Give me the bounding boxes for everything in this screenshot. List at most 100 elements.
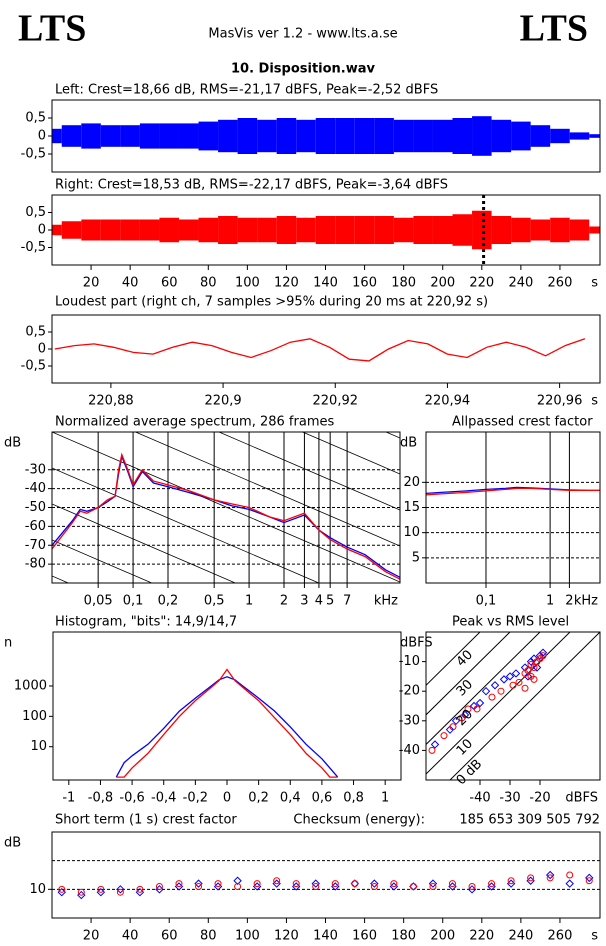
wave-segment [159,217,179,243]
x-tick-label: 100 [235,929,260,944]
panel-frame [425,431,601,584]
wave-segment [432,119,453,153]
x-tick-label: 220,94 [425,394,471,409]
point [370,879,379,888]
series-line [426,487,600,496]
x-tick-label: 20 [83,276,100,291]
x-tick-label: 1 [245,594,253,609]
x-tick-label: 3 [300,594,308,609]
x-unit: s [591,394,598,409]
wave-segment [452,214,473,246]
y-unit: dBFS [400,636,433,651]
wave-segment [589,134,600,138]
y-tick-label: 0 [38,342,46,357]
y-tick-label: 1000 [14,678,47,693]
point [445,725,455,734]
wave-segment [413,216,433,244]
point [58,885,66,893]
point [409,882,417,890]
point [253,880,261,888]
point [429,882,437,890]
x-tick-label: 180 [391,929,416,944]
plot-area [52,432,400,583]
wave-segment [52,128,62,144]
x-unit: s [591,929,598,944]
panel-frame [51,194,601,266]
point [175,880,183,888]
x-tick-label: 160 [352,276,377,291]
diagonal-line [426,632,511,716]
x-tick-label: 60 [161,276,178,291]
plot-area [426,632,600,780]
x-tick-label: 0,2 [248,791,269,806]
wave-segment [569,132,590,140]
x-tick-label: 140 [313,276,338,291]
slope-line [134,432,400,547]
x-tick-label: -20 [529,791,550,806]
wave-segment [354,216,375,244]
wave-segment [511,121,531,151]
x-tick-label: 80 [200,929,217,944]
x-tick-label: 60 [161,929,178,944]
y-tick-label: 15 [403,500,420,515]
x-tick-label: 2 [565,594,573,609]
diagonal-label: 40 [454,648,476,670]
y-tick-label: 0,5 [25,111,46,126]
wave-segment [511,217,531,243]
point [585,873,594,883]
wave-segment [374,118,394,154]
point [311,879,320,888]
point [527,672,535,680]
point [565,879,574,888]
point [451,716,461,726]
y-tick-label: 10 [30,739,47,754]
point [195,882,203,890]
diagonal-line [426,632,481,686]
diagonal-label: 30 [454,677,476,699]
x-tick-label: 140 [313,929,338,944]
point [468,882,476,890]
x-tick-label: 160 [352,929,377,944]
series-line [52,452,400,580]
point [539,652,547,660]
y-tick-label: -60 [25,519,46,534]
wave-segment [589,226,600,234]
x-tick-label: -0,2 [183,791,208,806]
wave-segment [315,216,336,244]
point [507,877,515,885]
wave-segment [354,118,375,154]
x-tick-label: 200 [430,276,455,291]
wave-segment [276,216,297,244]
x-tick-label: 120 [274,929,299,944]
plot-area [426,432,600,583]
x-tick-label: 200 [430,929,455,944]
wave-segment [218,216,238,244]
x-tick-label: 1 [381,791,389,806]
point [116,885,125,894]
y-tick-label: -50 [25,500,46,515]
x-unit: kHz [574,594,598,609]
wave-segment [198,121,219,151]
panel-title: Allpassed crest factor [452,415,593,430]
y-tick-label: -0,5 [21,359,46,374]
wave-segment [315,118,336,154]
series-line [54,338,586,362]
x-tick-label: -30 [499,791,520,806]
wave-segment [139,219,160,241]
x-tick-label: 0,5 [204,594,225,609]
panel-frame [52,631,402,781]
x-tick-label: 40 [122,276,139,291]
point [523,672,533,681]
logo-right: LTS [520,8,588,50]
point [532,663,542,672]
y-tick-label: -40 [399,743,420,758]
panel-title: Short term (1 s) crest factor [55,813,237,828]
point [585,877,593,885]
x-unit: s [591,276,598,291]
slope-line [218,432,400,511]
panel-title: Histogram, "bits": 14,9/14,7 [55,615,237,630]
y-unit: n [4,636,12,651]
x-tick-label: 240 [508,276,533,291]
point [464,705,472,713]
x-tick-label: 0,4 [280,791,301,806]
